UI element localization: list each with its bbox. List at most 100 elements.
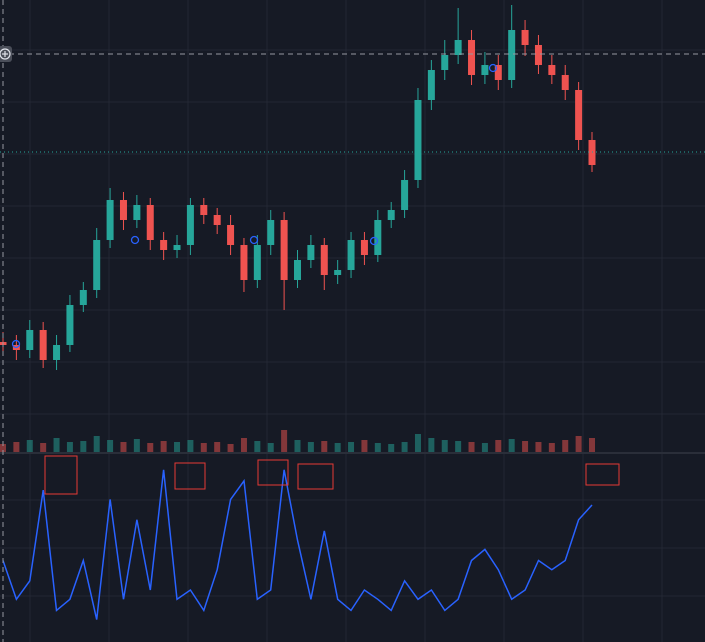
candle-body (521, 30, 529, 45)
volume-bar (334, 443, 341, 452)
volume-bar (455, 441, 462, 452)
candle-body (534, 45, 542, 65)
volume-bar (120, 442, 127, 452)
volume-bar (321, 441, 328, 452)
volume-bar (307, 442, 314, 452)
candle-body (468, 40, 476, 75)
candle-body (414, 100, 422, 180)
signal-marker (11, 339, 21, 349)
signal-marker (369, 236, 379, 246)
volume-bar (0, 444, 6, 452)
volume-bar (174, 442, 181, 452)
signal-marker (488, 63, 498, 73)
volume-bar (428, 438, 435, 452)
candle-body (427, 70, 435, 100)
signal-markers (11, 63, 498, 349)
volume-bar (200, 443, 207, 452)
volume-bar (133, 439, 140, 452)
candle-body (494, 65, 502, 80)
candle-body (119, 200, 127, 220)
candle-body (26, 330, 34, 350)
candle-body (227, 225, 235, 245)
volume-bar (53, 438, 60, 452)
volume-bar (468, 442, 475, 452)
candle-body (360, 240, 368, 255)
highlight-box (44, 455, 78, 495)
candle-body (173, 245, 181, 250)
highlight-box (174, 462, 206, 490)
candle-body (133, 205, 141, 220)
candle-body (548, 65, 556, 75)
signal-marker (249, 235, 259, 245)
candle-body (200, 205, 208, 215)
candle-body (401, 180, 409, 210)
candle-body (561, 75, 569, 90)
crosshair-add-button[interactable] (0, 46, 12, 62)
candle-body (454, 40, 462, 55)
volume-bar (481, 443, 488, 452)
volume-bar (441, 440, 448, 452)
volume-bar (80, 441, 87, 452)
volume-bar (160, 441, 167, 452)
volume-bar (548, 443, 555, 452)
candle-body (374, 220, 382, 255)
candle-body (66, 305, 74, 345)
highlight-boxes (44, 455, 620, 495)
volume-bar (240, 438, 247, 452)
add-icon[interactable] (0, 48, 11, 60)
candle-body (240, 245, 248, 280)
candle-body (79, 290, 87, 305)
indicator-line (2, 469, 593, 620)
candle-body (93, 240, 101, 290)
volume-bar (267, 443, 274, 452)
candle-body (334, 270, 342, 275)
series-layer (0, 5, 596, 620)
volume-bar (374, 443, 381, 452)
volume-bar (214, 442, 221, 452)
candle-body (294, 260, 301, 280)
volume-bar (147, 443, 154, 452)
candle-body (307, 245, 315, 260)
candle-body (320, 245, 328, 275)
candle-body (347, 240, 355, 270)
candle-body (106, 200, 114, 240)
highlight-box (585, 463, 620, 486)
volume-bar (348, 442, 355, 452)
candle-body (441, 55, 449, 70)
volume-bar (414, 434, 421, 452)
volume-bar (388, 444, 395, 452)
volume-bar (227, 444, 234, 452)
candle-body (253, 245, 261, 280)
signal-marker (130, 235, 140, 245)
highlight-box (257, 459, 289, 486)
candle-body (387, 210, 395, 220)
candle-body (160, 240, 168, 250)
candle-body (213, 215, 221, 225)
volume-bar (562, 440, 569, 452)
candle-body (508, 30, 516, 80)
volume-bar (66, 442, 73, 452)
volume-bar (13, 442, 20, 452)
candle-body (186, 205, 194, 245)
volume-bar (401, 442, 408, 452)
candle-body (39, 330, 47, 360)
volume-bar (93, 436, 100, 452)
volume-bar (40, 443, 47, 452)
candle-body (267, 220, 275, 245)
volume-bar (522, 441, 529, 452)
volume-bar (361, 440, 368, 452)
candle-body (146, 205, 154, 240)
volume-bar (575, 436, 582, 452)
volume-bar (254, 441, 261, 452)
candle-body (280, 220, 288, 280)
volume-bar (294, 440, 301, 452)
volume-bar (535, 442, 542, 452)
volume-bar (26, 440, 33, 452)
candle-body (575, 90, 583, 140)
candle-body (481, 65, 489, 75)
volume-bar (281, 430, 288, 452)
volume-bar (589, 438, 595, 452)
candle-body (53, 345, 61, 360)
